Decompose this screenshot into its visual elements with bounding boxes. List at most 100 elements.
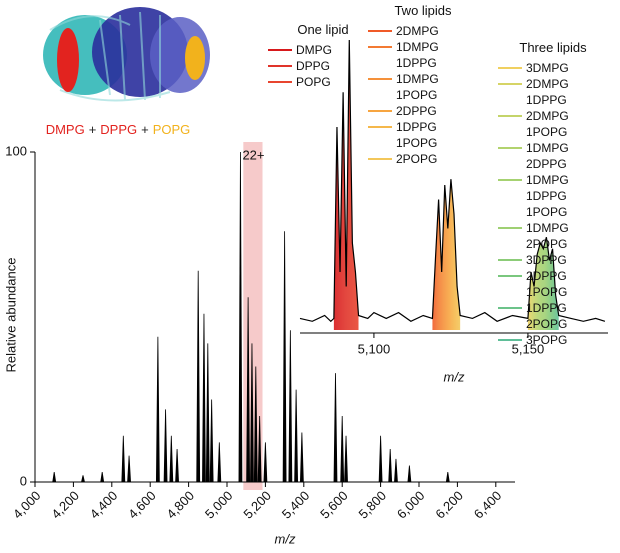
legend-swatch [498, 227, 522, 229]
legend-entry: 2DMPG [368, 23, 478, 39]
y-axis-title: Relative abundance [3, 258, 18, 373]
legend-swatch [268, 49, 292, 51]
legend-label: 1DMPG 1DPPG [396, 40, 439, 70]
legend-group: One lipid DMPG DPPG POPG [268, 22, 378, 90]
legend-entry: 2DPPG 1POPG [498, 268, 608, 300]
caption-part: + [141, 122, 149, 137]
peak [250, 343, 254, 483]
peak [333, 373, 338, 483]
peak [344, 435, 348, 483]
legend-entry: 1DMPG 1POPG [368, 71, 478, 103]
inset-x-tick-label: 5,150 [512, 341, 545, 356]
peak [238, 151, 243, 483]
x-tick-label: 5,800 [356, 488, 390, 522]
inset-x-axis-title: m/z [444, 369, 465, 384]
peak [394, 458, 398, 483]
legend-entry: 1DMPG 1DPPG [368, 39, 478, 71]
legend-swatch [498, 83, 522, 85]
legend-title: One lipid [297, 22, 349, 37]
peak [253, 366, 258, 483]
peak [175, 448, 179, 483]
legend-entry: 3POPG [498, 332, 608, 348]
legend-title: Two lipids [394, 3, 452, 18]
peak [340, 415, 345, 483]
protein-structure [43, 7, 210, 102]
legend-label: DPPG [296, 59, 331, 73]
legend-group: Two lipids 2DMPG 1DMPG 1DPPG 1DMPG 1POPG 2DP… [368, 3, 478, 167]
legend-swatch [368, 158, 392, 160]
legend-label: 2DPPG [396, 104, 437, 118]
caption-part: DMPG [46, 122, 85, 137]
x-tick-label: 6,000 [394, 488, 428, 522]
peak [100, 472, 105, 483]
legend-swatch [368, 126, 392, 128]
legend-swatch [498, 179, 522, 181]
peak [52, 472, 57, 483]
legend-entry: 2DMPG 1DPPG [498, 76, 608, 108]
peak [209, 399, 214, 483]
peak [205, 343, 210, 483]
legend-label: 3DMPG [526, 61, 569, 75]
inset-x-tick-label: 5,100 [358, 341, 391, 356]
legend-entry: 2DMPG 1POPG [498, 108, 608, 140]
y-tick-label: 0 [20, 473, 27, 488]
inset-line [299, 39, 606, 323]
legend-label: 1DMPG 1POPG [396, 72, 439, 102]
legend-swatch [498, 147, 522, 149]
peak [163, 409, 168, 483]
caption-part: POPG [153, 122, 191, 137]
peak [294, 389, 299, 483]
legend-entry: 3DPPG [498, 252, 608, 268]
legend-label: 3POPG [526, 333, 568, 347]
legend-label: 1DMPG 2POPG [526, 221, 569, 251]
legend-entry: 1DMPG 2POPG [498, 220, 608, 252]
peak-annotation: 22+ [242, 147, 264, 162]
legend-swatch [498, 307, 522, 309]
legend-swatch [368, 78, 392, 80]
legend-swatch [498, 67, 522, 69]
legend-entry: 3DMPG [498, 60, 608, 76]
legend-group: Three lipids 3DMPG 2DMPG 1DPPG 2DMPG 1POPG 1… [498, 40, 608, 348]
legend-label: 2DPPG 1POPG [526, 269, 568, 299]
x-tick-label: 4,600 [125, 488, 159, 522]
peak [257, 415, 262, 483]
legend-swatch [368, 110, 392, 112]
legend-label: 2DMPG 1DPPG [526, 77, 569, 107]
legend-label: 2POPG [396, 152, 438, 166]
cluster-fill [333, 40, 359, 330]
x-tick-label: 4,200 [48, 488, 82, 522]
x-tick-label: 6,200 [432, 488, 466, 522]
legend-label: 2DMPG 1POPG [526, 109, 569, 139]
cluster-fill [527, 237, 559, 330]
x-tick-label: 5,200 [240, 488, 274, 522]
structure-caption: DMPG + DPPG + POPG [46, 122, 191, 137]
peak [127, 455, 131, 483]
legend-swatch [368, 30, 392, 32]
peak [155, 336, 160, 483]
peak [282, 231, 287, 483]
peak [288, 330, 293, 483]
y-tick-label: 100 [5, 143, 27, 158]
peak [217, 442, 222, 483]
peak [81, 475, 85, 483]
x-tick-label: 6,400 [471, 488, 505, 522]
legend-entry: DMPG [268, 42, 378, 58]
legend-swatch [368, 46, 392, 48]
peak [196, 270, 201, 483]
legend-swatch [498, 115, 522, 117]
legend-swatch [268, 65, 292, 67]
peak [378, 435, 383, 483]
legend-label: 2DMPG [396, 24, 439, 38]
peak [263, 442, 268, 483]
peak [121, 435, 126, 483]
legend-swatch [498, 275, 522, 277]
legend-label: 1DPPG 1POPG [396, 120, 438, 150]
caption-part: DPPG [100, 122, 137, 137]
x-axis-title: m/z [275, 531, 296, 546]
legend-entry: 1DMPG 2DPPG [498, 140, 608, 172]
legend-label: 3DPPG [526, 253, 567, 267]
legend-label: DMPG [296, 43, 332, 57]
peak [246, 297, 251, 483]
